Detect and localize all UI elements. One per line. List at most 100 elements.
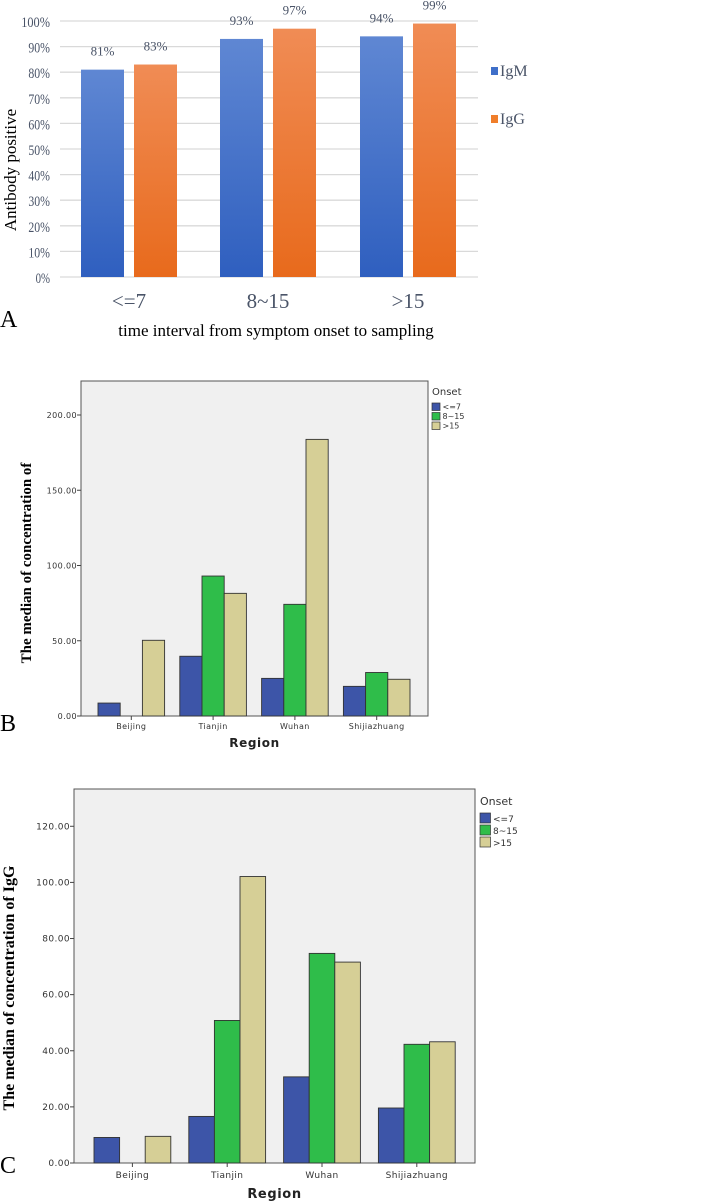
- y-tick-label: 10%: [28, 245, 50, 261]
- bar-wuhan-2: [334, 961, 361, 1164]
- bar-tianjin-2: [239, 876, 267, 1164]
- legend-swatch: [431, 421, 441, 430]
- legend-swatch: [431, 412, 441, 421]
- bar-tianjin-1: [201, 575, 225, 717]
- bar-beijing-2: [141, 639, 166, 717]
- y-axis-title: The median of concentration of: [19, 462, 35, 664]
- y-tick-label: 50%: [28, 143, 50, 159]
- legend-swatch: [491, 67, 498, 75]
- data-label: 81%: [91, 44, 115, 59]
- legend-title: Onset: [432, 387, 462, 398]
- y-tick-label: 80%: [28, 66, 50, 82]
- x-axis-title: time interval from symptom onset to samp…: [118, 321, 434, 340]
- bar-tianjin-1: [213, 1020, 241, 1164]
- y-tick-label: 100%: [21, 15, 50, 31]
- legend-label: >15: [443, 422, 460, 431]
- y-tick-label: 200.00: [47, 411, 77, 420]
- data-label: 97%: [283, 3, 307, 18]
- legend-swatch: [479, 824, 491, 836]
- y-tick-label: 150.00: [47, 486, 77, 495]
- bar-shijiazhuang-2: [387, 678, 411, 717]
- bar-wuhan-2: [305, 438, 329, 717]
- bar-wuhan-1: [283, 603, 307, 717]
- y-axis-title: Antibody positive: [1, 109, 20, 231]
- bar-beijing-0: [93, 1137, 121, 1164]
- data-label: 93%: [230, 13, 254, 28]
- data-label: 99%: [423, 0, 447, 13]
- x-tick-label: Beijing: [116, 1171, 149, 1181]
- x-tick-label: Tianjin: [198, 722, 228, 731]
- y-tick-label: 20%: [28, 220, 50, 236]
- bar-igm: [360, 36, 403, 277]
- bar-beijing-2: [144, 1135, 172, 1164]
- bar-tianjin-0: [188, 1115, 215, 1164]
- y-tick-label: 90%: [28, 41, 50, 57]
- bar-shijiazhuang-1: [365, 672, 389, 717]
- data-label: 83%: [144, 39, 168, 54]
- legend-label: <=7: [443, 403, 462, 412]
- y-tick-label: 50.00: [52, 637, 77, 646]
- legend-swatch: [479, 812, 491, 824]
- x-tick-label: Tianjin: [210, 1171, 243, 1181]
- bar-igg: [134, 64, 177, 278]
- y-tick-label: 0%: [36, 271, 50, 287]
- x-tick-label: Wuhan: [305, 1171, 338, 1181]
- y-axis-title: The median of concentration of IgG: [1, 865, 18, 1110]
- plot-area: [80, 380, 429, 717]
- y-tick-label: 70%: [28, 92, 50, 108]
- x-tick-label: Shijiazhuang: [386, 1171, 448, 1181]
- data-label: 94%: [370, 10, 394, 25]
- legend-label: IgG: [500, 111, 525, 128]
- y-tick-label: 60.00: [42, 991, 70, 1001]
- bar-shijiazhuang-2: [429, 1041, 456, 1164]
- y-tick-label: 20.00: [42, 1103, 70, 1113]
- y-tick-label: 30%: [28, 194, 50, 210]
- panel-label: A: [0, 307, 18, 333]
- legend-swatch: [491, 115, 498, 123]
- bar-tianjin-0: [179, 655, 203, 717]
- y-tick-label: 100.00: [36, 878, 70, 888]
- bar-igg: [273, 28, 316, 278]
- x-tick-label: 8~15: [247, 289, 290, 313]
- panel-b-chart: 0.00 50.00 100.00 150.00 200.00 Beijing Tianji…: [0, 380, 465, 750]
- x-axis-title: Region: [229, 736, 279, 750]
- bar-wuhan-1: [308, 952, 336, 1164]
- legend-label: <=7: [493, 815, 514, 825]
- x-tick-label: Shijiazhuang: [349, 722, 405, 731]
- bar-wuhan-0: [261, 677, 285, 717]
- bar-shijiazhuang-0: [342, 685, 367, 717]
- legend-label: >15: [493, 839, 512, 849]
- panel-label: C: [0, 1153, 16, 1179]
- legend-label: 8~15: [493, 827, 518, 837]
- y-tick-label: 0.00: [48, 1159, 70, 1169]
- bar-igm: [220, 38, 263, 277]
- x-tick-label: Wuhan: [280, 722, 310, 731]
- y-tick-label: 0.00: [58, 712, 77, 721]
- x-tick-label: >15: [392, 289, 425, 313]
- bar-igm: [81, 69, 124, 277]
- y-tick-label: 40%: [28, 169, 50, 185]
- x-tick-label: Beijing: [116, 722, 146, 731]
- bar-shijiazhuang-0: [377, 1107, 405, 1164]
- panel-c-chart: 0.00 20.00 40.00 60.00 80.00 100.00 120.00 Beij…: [0, 788, 518, 1202]
- legend-label: IgM: [500, 63, 528, 80]
- bar-wuhan-0: [283, 1076, 310, 1164]
- panel-a-chart: 0% 10% 20% 30% 40% 50% 60% 70% 80% 90% 100% 81% 83% <…: [0, 0, 528, 340]
- legend-label: 8~15: [443, 412, 465, 421]
- y-tick-label: 100.00: [47, 562, 77, 571]
- bar-beijing-0: [97, 702, 121, 717]
- panel-label: B: [0, 711, 16, 737]
- x-axis-title: Region: [247, 1187, 301, 1202]
- y-tick-label: 40.00: [42, 1047, 70, 1057]
- bar-tianjin-2: [223, 592, 247, 717]
- y-tick-label: 80.00: [42, 935, 70, 945]
- legend-title: Onset: [480, 795, 513, 808]
- x-tick-label: <=7: [112, 289, 146, 313]
- bar-shijiazhuang-1: [403, 1043, 431, 1164]
- bar-igg: [413, 23, 456, 278]
- legend-swatch: [431, 402, 441, 411]
- y-tick-label: 60%: [28, 117, 50, 133]
- legend-swatch: [479, 836, 491, 848]
- y-tick-label: 120.00: [36, 822, 70, 832]
